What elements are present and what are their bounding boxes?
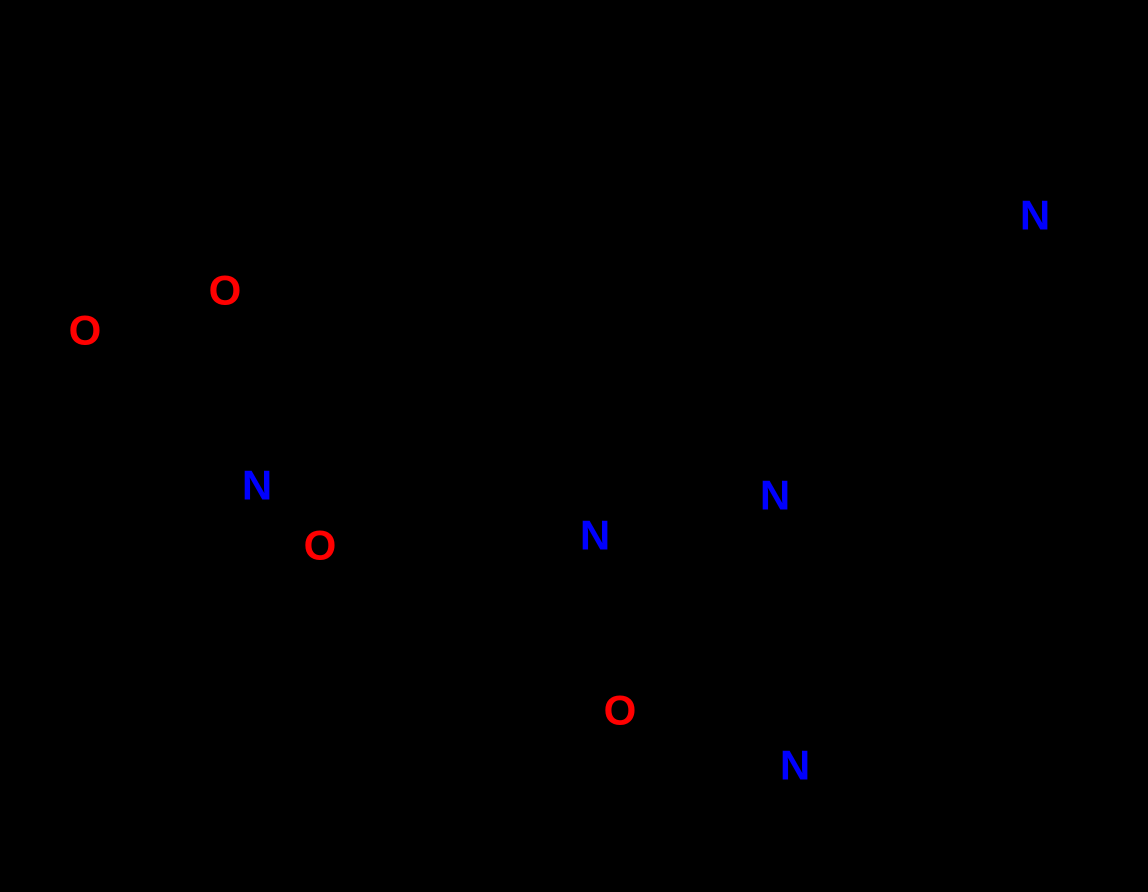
atom-O13: HO (275, 522, 337, 569)
atom-N31: NH (780, 742, 810, 822)
svg-text:N: N (1020, 192, 1050, 239)
atom-O10: O (209, 267, 242, 314)
svg-text:O: O (69, 307, 102, 354)
svg-text:N: N (242, 462, 272, 509)
svg-text:O: O (604, 687, 637, 734)
svg-text:N: N (580, 512, 610, 559)
svg-text:O: O (209, 267, 242, 314)
molecule-diagram: NHOHOHONNNHON (0, 0, 1148, 892)
atom-O11: HO (40, 307, 102, 354)
svg-text:H: H (40, 307, 70, 354)
atom-N8: NH (242, 462, 303, 509)
svg-text:H: H (275, 522, 305, 569)
svg-text:H: H (781, 780, 808, 822)
atom-N24: N (760, 472, 790, 519)
svg-text:N: N (760, 472, 790, 519)
atom-N19: N (580, 512, 610, 559)
svg-text:H: H (272, 462, 302, 509)
svg-text:O: O (304, 522, 337, 569)
atom-N40: N (1020, 192, 1050, 239)
atom-O33: O (604, 687, 637, 734)
